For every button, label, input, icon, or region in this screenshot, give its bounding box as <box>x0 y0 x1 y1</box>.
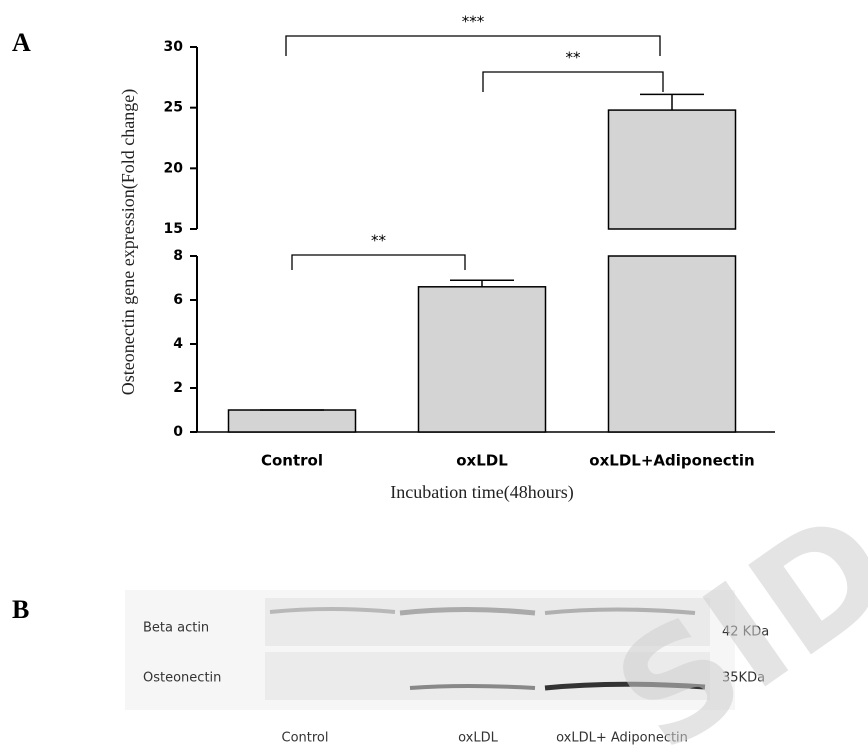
significance-label: *** <box>462 13 485 31</box>
y-tick-label: 20 <box>164 160 184 176</box>
y-tick-label: 8 <box>173 248 183 264</box>
significance-bracket <box>483 72 663 92</box>
bar <box>229 410 356 432</box>
blot-row-label: Beta actin <box>143 621 209 636</box>
y-tick-label: 30 <box>164 39 184 55</box>
x-tick-label: oxLDL+Adiponectin <box>589 452 754 470</box>
y-tick-label: 15 <box>164 221 183 237</box>
blot-lane-label: oxLDL <box>458 731 499 746</box>
significance-label: ** <box>566 49 582 67</box>
blot-row-label: Osteonectin <box>143 671 221 686</box>
significance-label: ** <box>371 232 387 250</box>
y-tick-label: 4 <box>173 336 183 352</box>
blot-lane-label: Control <box>282 731 329 746</box>
y-axis-label: Osteonectin gene expression(Fold change) <box>118 89 139 395</box>
bar <box>609 110 736 229</box>
band <box>410 686 535 688</box>
bar <box>609 256 736 432</box>
bar <box>419 287 546 432</box>
panel-label: B <box>12 595 29 624</box>
figure: A B Osteonectin gene expression(Fold cha… <box>0 0 868 749</box>
panel-label: A <box>12 28 31 57</box>
y-tick-label: 25 <box>164 100 183 116</box>
y-tick-label: 0 <box>173 424 183 440</box>
page: A B Osteonectin gene expression(Fold cha… <box>0 0 868 749</box>
x-tick-label: oxLDL <box>456 452 508 470</box>
significance-bracket <box>286 36 660 56</box>
x-tick-label: Control <box>261 452 323 470</box>
y-tick-label: 2 <box>173 380 183 396</box>
significance-bracket <box>292 255 465 270</box>
y-tick-label: 6 <box>173 292 183 308</box>
x-axis-label: Incubation time(48hours) <box>390 482 573 503</box>
